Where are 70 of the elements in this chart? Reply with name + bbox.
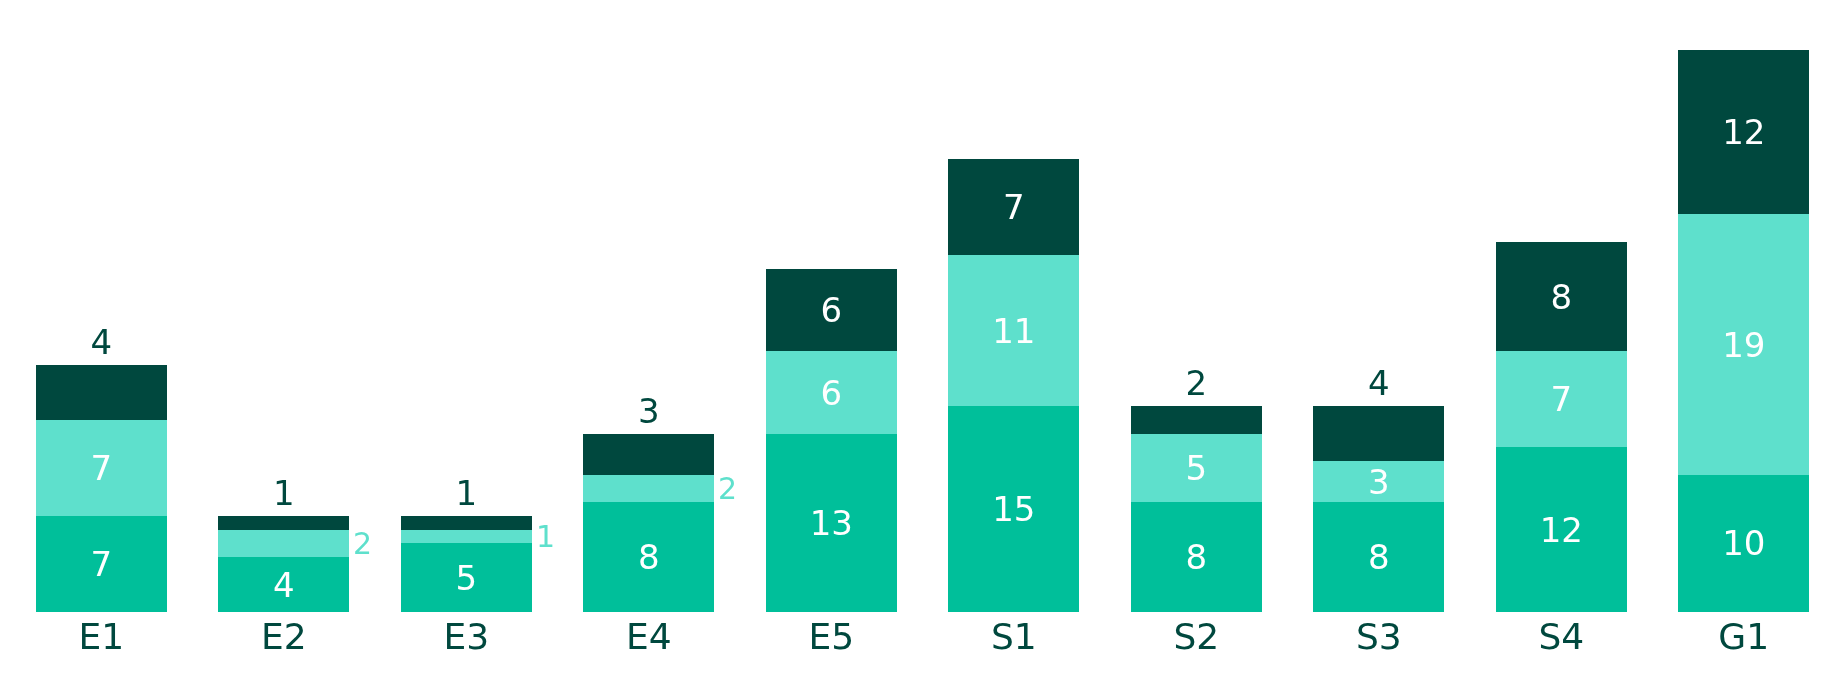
data-label: 8 bbox=[637, 537, 660, 578]
data-label: 7 bbox=[90, 543, 113, 584]
bar bbox=[218, 557, 350, 612]
data-label: 8 bbox=[1550, 276, 1573, 317]
data-label: 7 bbox=[1550, 379, 1573, 420]
bar bbox=[1678, 49, 1810, 215]
data-label: 8 bbox=[1185, 537, 1208, 578]
bar bbox=[1678, 214, 1810, 475]
bar bbox=[35, 365, 167, 420]
x-tick-label: S1 bbox=[990, 616, 1037, 657]
data-label: 7 bbox=[90, 447, 113, 488]
x-tick-label: E3 bbox=[443, 616, 490, 657]
bar bbox=[1678, 474, 1810, 612]
data-label: 12 bbox=[1539, 509, 1583, 550]
bar bbox=[400, 543, 532, 612]
data-label: 1 bbox=[455, 472, 478, 513]
data-label: 5 bbox=[1185, 447, 1208, 488]
x-tick-label: S4 bbox=[1538, 616, 1585, 657]
data-label: 4 bbox=[1367, 363, 1390, 404]
data-label: 19 bbox=[1722, 324, 1766, 365]
data-label: 6 bbox=[820, 290, 843, 331]
data-label: 3 bbox=[1367, 461, 1390, 502]
bar bbox=[1495, 351, 1627, 448]
x-tick-label: E2 bbox=[260, 616, 307, 657]
bar bbox=[35, 515, 167, 612]
x-tick-label: G1 bbox=[1718, 616, 1770, 657]
data-label: 11 bbox=[992, 310, 1036, 351]
x-tick-label: E5 bbox=[808, 616, 855, 657]
bar bbox=[1130, 433, 1262, 503]
bar bbox=[1130, 406, 1262, 434]
data-label: 2 bbox=[1185, 363, 1208, 404]
bar bbox=[1313, 461, 1445, 503]
data-label: 13 bbox=[809, 502, 853, 543]
data-label: 1 bbox=[536, 519, 556, 554]
bar bbox=[765, 351, 897, 434]
bar bbox=[948, 255, 1080, 407]
bar bbox=[765, 433, 897, 612]
x-tick-label: E1 bbox=[78, 616, 125, 657]
data-label: 10 bbox=[1722, 523, 1766, 564]
bar bbox=[1313, 406, 1445, 462]
x-tick-label: S3 bbox=[1355, 616, 1402, 657]
bar bbox=[400, 515, 532, 530]
data-label: 12 bbox=[1722, 111, 1766, 152]
bar bbox=[35, 419, 167, 516]
bar bbox=[1495, 447, 1627, 612]
bar bbox=[765, 269, 897, 352]
bar bbox=[583, 502, 715, 612]
data-label: 1 bbox=[272, 472, 295, 513]
bar bbox=[218, 529, 350, 558]
x-tick-label: E4 bbox=[625, 616, 672, 657]
x-tick-label: S2 bbox=[1173, 616, 1220, 657]
data-label: 5 bbox=[455, 557, 478, 598]
data-label: 7 bbox=[1002, 187, 1025, 228]
bar bbox=[948, 406, 1080, 612]
bar bbox=[583, 433, 715, 475]
bar bbox=[400, 529, 532, 544]
data-label: 6 bbox=[820, 372, 843, 413]
bar bbox=[1313, 502, 1445, 612]
bar bbox=[948, 159, 1080, 256]
data-label: 8 bbox=[1367, 537, 1390, 578]
data-label: 2 bbox=[353, 526, 373, 561]
bar bbox=[1495, 241, 1627, 352]
bar bbox=[1130, 502, 1262, 612]
data-label: 3 bbox=[637, 390, 660, 431]
data-label: 4 bbox=[272, 564, 295, 605]
data-label: 4 bbox=[90, 322, 113, 363]
data-label: 15 bbox=[992, 489, 1036, 530]
bar bbox=[583, 474, 715, 503]
data-label: 2 bbox=[718, 471, 738, 506]
bar bbox=[218, 515, 350, 530]
